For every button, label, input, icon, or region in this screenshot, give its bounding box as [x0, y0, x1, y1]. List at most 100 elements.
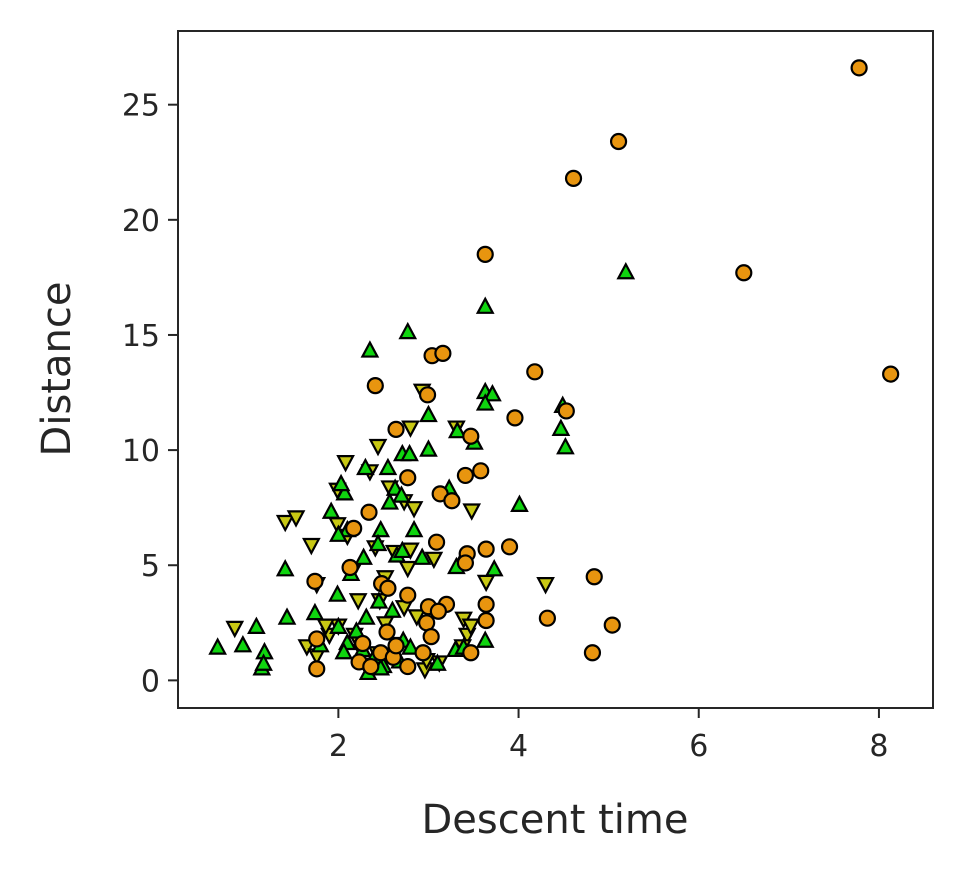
data-point-circle: [399, 586, 417, 604]
data-point-circle: [735, 264, 753, 282]
x-tick-label: 6: [689, 729, 708, 764]
data-point-triangle-up: [428, 653, 447, 671]
data-point-circle: [379, 579, 397, 597]
data-point-triangle-up: [328, 584, 347, 602]
data-point-circle: [462, 644, 480, 662]
data-point-circle: [564, 169, 583, 187]
data-point-circle: [341, 558, 359, 577]
data-point-triangle-up: [334, 641, 354, 660]
data-point-triangle-up: [475, 630, 495, 648]
plot-frame: [177, 30, 934, 709]
data-point-circle: [477, 540, 495, 558]
data-point-circle: [477, 611, 495, 630]
data-point-circle: [456, 466, 475, 485]
data-point-triangle-down: [225, 620, 245, 639]
data-point-triangle-down: [462, 503, 482, 521]
data-point-circle: [456, 554, 475, 572]
data-point-triangle-up: [254, 653, 273, 671]
data-points: [208, 59, 900, 681]
data-point-triangle-up: [380, 492, 400, 510]
data-point-circle: [603, 616, 621, 634]
data-point-circle: [366, 377, 384, 395]
data-point-circle: [476, 245, 494, 263]
data-point-triangle-down: [461, 618, 481, 636]
y-tick-label: 15: [122, 319, 160, 354]
y-tick-label: 20: [122, 204, 160, 239]
y-tick-label: 10: [122, 434, 160, 469]
data-point-triangle-up: [347, 621, 366, 639]
data-point-circle: [308, 660, 326, 678]
data-point-triangle-up: [400, 443, 419, 462]
data-point-triangle-up: [383, 600, 402, 618]
y-axis-label: Distance: [34, 282, 80, 457]
data-point-triangle-up: [475, 393, 495, 411]
data-point-circle: [538, 609, 556, 627]
data-point-triangle-up: [331, 473, 351, 492]
data-point-triangle-down: [316, 618, 336, 636]
data-point-triangle-up: [398, 321, 418, 340]
data-point-triangle-up: [277, 607, 297, 625]
x-axis-label: Descent time: [422, 797, 689, 843]
data-point-circle: [429, 602, 447, 620]
data-point-circle: [422, 628, 440, 646]
data-point-triangle-up: [404, 519, 424, 538]
data-point-triangle-up: [369, 591, 389, 609]
data-point-circle: [387, 420, 405, 438]
data-point-triangle-up: [393, 540, 412, 559]
data-point-circle: [443, 492, 461, 510]
data-point-triangle-up: [329, 524, 348, 542]
x-axis: 2 4 6 8: [329, 708, 888, 764]
data-point-circle: [418, 386, 437, 404]
data-point-triangle-up: [371, 519, 391, 538]
data-point-triangle-up: [335, 483, 355, 501]
data-point-circle: [557, 402, 575, 420]
data-point-circle: [387, 637, 405, 655]
data-point-triangle-up: [551, 418, 571, 436]
data-point-circle: [477, 595, 495, 613]
data-point-triangle-down: [275, 514, 295, 533]
data-point-circle: [526, 363, 544, 381]
data-point-circle: [308, 630, 326, 648]
data-point-triangle-up: [321, 501, 341, 519]
data-point-triangle-up: [616, 261, 636, 280]
data-point-triangle-down: [302, 537, 321, 556]
y-tick-label: 0: [141, 664, 160, 699]
data-point-circle: [585, 568, 603, 586]
data-point-triangle-up: [360, 340, 380, 358]
data-point-triangle-up: [329, 616, 348, 635]
data-point-triangle-up: [247, 616, 266, 635]
data-point-triangle-up: [233, 634, 253, 653]
x-tick-label: 4: [509, 729, 528, 764]
data-point-triangle-up: [368, 533, 388, 552]
data-point-triangle-down: [336, 455, 355, 473]
y-tick-label: 5: [141, 549, 160, 584]
y-tick-label: 25: [122, 89, 160, 124]
data-point-triangle-up: [392, 485, 411, 503]
data-point-triangle-down: [404, 501, 424, 519]
data-point-circle: [506, 409, 524, 427]
data-point-triangle-down: [536, 577, 555, 595]
data-point-triangle-up: [484, 559, 504, 577]
data-point-circle: [434, 344, 452, 362]
data-point-triangle-down: [424, 551, 444, 570]
data-point-circle: [500, 538, 519, 556]
data-point-circle: [850, 59, 868, 77]
data-point-triangle-down: [348, 593, 368, 611]
data-point-triangle-down: [476, 574, 496, 593]
data-point-triangle-down: [286, 510, 306, 528]
data-point-triangle-up: [556, 436, 575, 455]
data-point-triangle-up: [356, 607, 376, 625]
data-point-triangle-up: [354, 547, 373, 565]
data-point-circle: [583, 644, 602, 662]
data-point-triangle-up: [412, 547, 432, 565]
data-point-circle: [462, 427, 480, 445]
data-point-triangle-up: [419, 439, 438, 457]
data-point-circle: [427, 533, 446, 551]
data-point-triangle-up: [275, 559, 295, 577]
data-point-triangle-up: [356, 457, 375, 476]
data-point-circle: [306, 572, 324, 590]
data-point-triangle-up: [483, 384, 502, 402]
data-point-triangle-up: [419, 404, 438, 423]
data-point-triangle-up: [208, 637, 227, 655]
